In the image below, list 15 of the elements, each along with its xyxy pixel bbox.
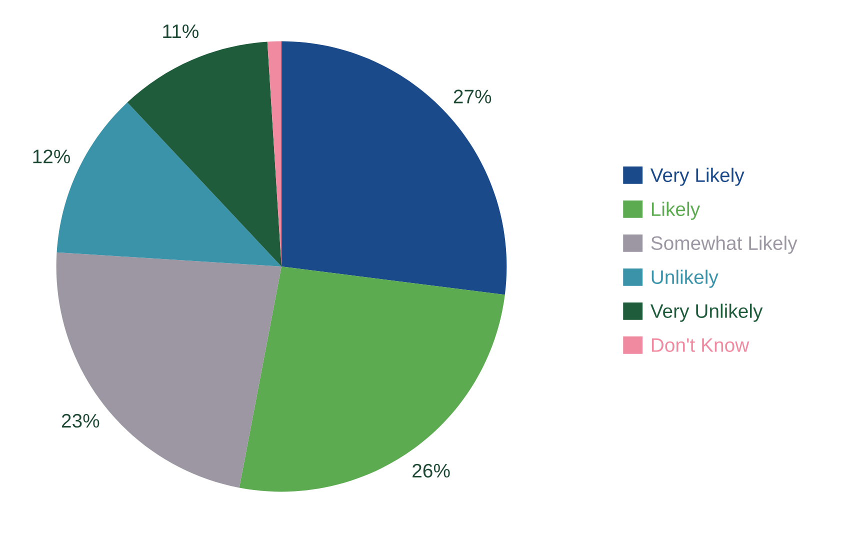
legend-label: Unlikely <box>652 270 718 288</box>
pie-slice <box>56 252 282 488</box>
data-label: 11% <box>163 24 198 38</box>
pie-slice <box>239 266 505 492</box>
pie-slice <box>281 41 507 295</box>
legend-label: Likely <box>652 202 700 220</box>
legend-label: Very Unlikely <box>650 304 763 322</box>
data-label: 26% <box>412 464 450 478</box>
pie-slice <box>127 42 282 266</box>
legend-label: Very Likely <box>650 168 744 186</box>
data-label: 12% <box>33 150 70 164</box>
legend-label: Don't Know <box>652 338 750 352</box>
data-label: 27% <box>454 90 492 104</box>
legend-label: Somewhat Likely <box>651 236 798 254</box>
data-label: 23% <box>62 414 100 428</box>
